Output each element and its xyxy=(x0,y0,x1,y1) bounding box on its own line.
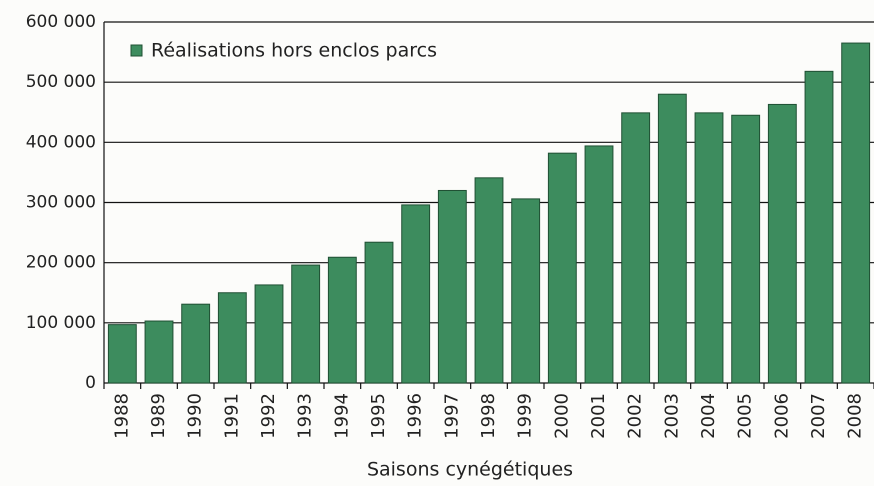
y-tick-label: 400 000 xyxy=(26,132,96,152)
legend-label: Réalisations hors enclos parcs xyxy=(151,40,437,62)
x-tick-label: 1988 xyxy=(111,393,132,439)
bar xyxy=(621,112,651,384)
bar xyxy=(254,284,284,384)
bar xyxy=(364,241,394,384)
bar xyxy=(547,152,577,384)
y-tick-label: 200 000 xyxy=(26,253,96,273)
x-tick-label: 1990 xyxy=(185,393,206,439)
bar xyxy=(731,114,761,384)
x-tick-label: 1989 xyxy=(148,393,169,439)
bar xyxy=(107,324,137,384)
bar xyxy=(584,145,614,384)
y-tick-label: 500 000 xyxy=(26,72,96,92)
x-tick-label: 2008 xyxy=(845,393,866,439)
bar xyxy=(327,256,357,384)
bar xyxy=(144,320,174,384)
x-tick-label: 2003 xyxy=(661,393,682,439)
x-tick-label: 2002 xyxy=(625,393,646,439)
x-tick-label: 1996 xyxy=(405,393,426,439)
x-tick-label: 1999 xyxy=(515,393,536,439)
bar xyxy=(767,103,797,384)
y-tick-label: 600 000 xyxy=(26,12,96,32)
x-tick-label: 2007 xyxy=(808,393,829,439)
bar xyxy=(804,70,834,384)
y-tick-label: 0 xyxy=(85,373,96,393)
x-tick-label: 2006 xyxy=(771,393,792,439)
x-tick-label: 1991 xyxy=(221,393,242,439)
x-tick-label: 1992 xyxy=(258,393,279,439)
y-tick-label: 100 000 xyxy=(26,313,96,333)
bar xyxy=(657,93,687,384)
x-axis-title: Saisons cynégétiques xyxy=(367,459,573,481)
bar xyxy=(217,292,247,384)
bar xyxy=(401,204,431,384)
x-tick-label: 1998 xyxy=(478,393,499,439)
x-tick-label: 2001 xyxy=(588,393,609,439)
x-tick-label: 2005 xyxy=(735,393,756,439)
bar xyxy=(474,177,504,384)
bar xyxy=(694,112,724,384)
bar xyxy=(181,303,211,384)
y-tick-label: 300 000 xyxy=(26,193,96,213)
legend-swatch xyxy=(130,44,143,57)
x-tick-label: 1995 xyxy=(368,393,389,439)
x-tick-label: 1994 xyxy=(331,393,352,439)
x-tick-label: 1997 xyxy=(441,393,462,439)
x-tick-label: 1993 xyxy=(295,393,316,439)
x-tick-label: 2004 xyxy=(698,393,719,439)
bar xyxy=(291,264,321,384)
bar xyxy=(841,42,871,384)
x-tick-label: 2000 xyxy=(551,393,572,439)
bar xyxy=(511,198,541,384)
bar xyxy=(437,189,467,384)
